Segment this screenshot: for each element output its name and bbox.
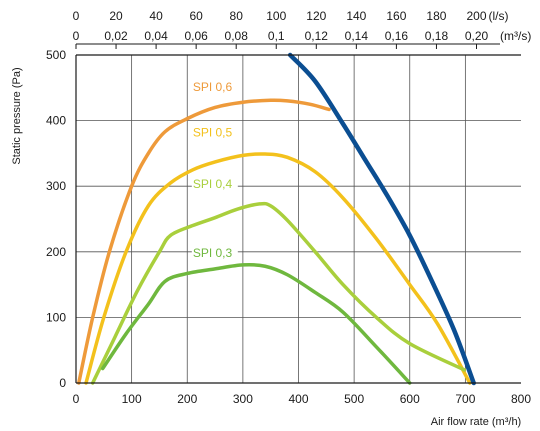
top-tick-label-ls: 180 (426, 9, 446, 23)
y-tick-label: 100 (46, 310, 66, 324)
y-tick-label: 200 (46, 245, 66, 259)
top-axis-m3s-unit: (m³/s) (500, 29, 531, 43)
x-tick-label: 400 (288, 392, 308, 406)
series-line-3 (100, 262, 412, 385)
series-label-bg (191, 80, 238, 95)
top-tick-label-m3s: 0,12 (305, 29, 329, 43)
x-tick-label: 800 (511, 392, 531, 406)
series-label-bg (191, 246, 238, 261)
top-tick-label-m3s: 0,20 (465, 29, 489, 43)
x-axis-title: Air flow rate (m³/h) (431, 416, 521, 428)
top-tick-label-ls: 60 (189, 9, 203, 23)
top-axis-ls-unit: (l/s) (489, 9, 509, 23)
x-tick-label: 500 (344, 392, 364, 406)
labels: 0 100 200 300 400 500 600 700 800010020030040050… (46, 9, 531, 406)
x-tick-label: 300 (233, 392, 253, 406)
top-tick-label-ls: 140 (346, 9, 366, 23)
series-label-bg (191, 125, 238, 140)
x-tick-label: 100 (122, 392, 142, 406)
top-tick-label-m3s: 0,08 (225, 29, 249, 43)
curves (77, 52, 476, 386)
y-tick-label: 400 (46, 114, 66, 128)
series-label: SPI 0,3 (193, 246, 233, 260)
x-tick-label: 0 (73, 392, 80, 406)
top-tick-label-m3s: 0,1 (268, 29, 285, 43)
top-tick-label-m3s: 0 (73, 29, 80, 43)
top-tick-label-m3s: 0,14 (345, 29, 369, 43)
series-label-bg (191, 177, 238, 192)
y-axis-title: Static pressure (Pa) (11, 67, 23, 164)
top-tick-label-ls: 0 (73, 9, 80, 23)
series-line-0 (77, 98, 331, 385)
series-label: SPI 0,6 (193, 80, 233, 94)
y-tick-label: 500 (46, 48, 66, 62)
x-tick-label: 700 (455, 392, 475, 406)
top-tick-label-ls: 160 (386, 9, 406, 23)
x-tick-label: 200 (177, 392, 197, 406)
series-label: SPI 0,4 (193, 177, 233, 191)
series-line-1 (84, 152, 472, 385)
top-tick-label-m3s: 0,16 (385, 29, 409, 43)
top-tick-label-ls: 200 (466, 9, 486, 23)
top-tick-label-m3s: 0,04 (144, 29, 168, 43)
grid (76, 55, 521, 383)
top-tick-label-ls: 120 (306, 9, 326, 23)
series-line-2 (90, 201, 467, 385)
y-tick-label: 300 (46, 179, 66, 193)
top-tick-label-m3s: 0,06 (184, 29, 208, 43)
top-tick-label-ls: 20 (109, 9, 123, 23)
series-label: SPI 0,5 (193, 125, 233, 139)
top-tick-label-ls: 80 (230, 9, 244, 23)
top-tick-label-ls: 40 (149, 9, 163, 23)
top-tick-label-m3s: 0,02 (104, 29, 128, 43)
x-tick-label: 600 (400, 392, 420, 406)
plot-frame (75, 43, 521, 384)
top-tick-label-m3s: 0,18 (425, 29, 449, 43)
y-tick-label: 0 (59, 376, 66, 390)
fan-curve-line (287, 52, 476, 386)
top-tick-label-ls: 100 (266, 9, 286, 23)
